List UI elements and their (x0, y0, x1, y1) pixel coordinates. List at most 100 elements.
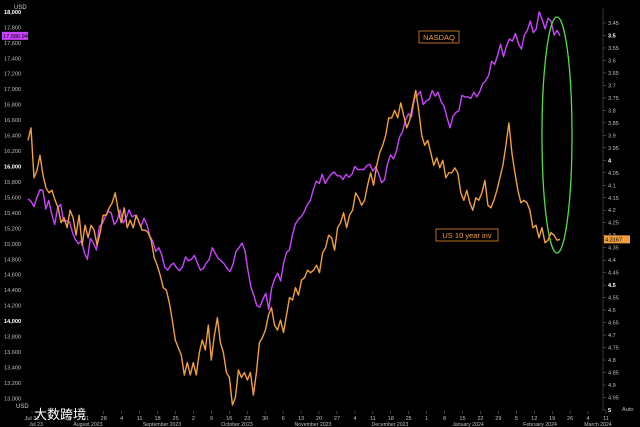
right-tick-3: 3.6 (608, 58, 616, 64)
right-tick-16: 4.25 (608, 221, 619, 227)
left-tick-6: 16,800 (4, 103, 21, 109)
x-month-3: October 2023 (221, 422, 253, 427)
right-tick-22: 4.55 (608, 296, 619, 302)
watermark: USD 大数跨境 (16, 404, 86, 423)
x-tick-9: 2 (192, 416, 195, 422)
nasdaq-annotation-box (418, 30, 460, 44)
left-tick-10: 16,000 (4, 164, 21, 170)
right-tick-21: 4.5 (608, 283, 616, 289)
x-month-4: November 2023 (295, 422, 332, 427)
watermark-small-text: USD (16, 404, 29, 410)
right-tick-15: 4.2 (608, 208, 616, 214)
left-tick-9: 16,200 (4, 149, 21, 155)
x-tick-20: 18 (388, 416, 394, 422)
x-tick-31: 4 (587, 416, 590, 422)
right-tick-0: 3.45 (608, 21, 619, 27)
x-tick-0: Jul 31 (25, 416, 40, 422)
x-tick-8: 25 (172, 416, 178, 422)
left-tick-4: 17,200 (4, 72, 21, 78)
x-tick-30: 26 (567, 416, 573, 422)
left-tick-24: 13,200 (4, 381, 21, 387)
right-tick-20: 4.45 (608, 271, 619, 277)
x-tick-6: 11 (137, 416, 143, 422)
x-axis: Jul 31 7 14 21 28 4 11 18 25 2 9 16 23 30 6 13 20 27 4 11 18… (25, 407, 634, 427)
right-tick-7: 3.8 (608, 108, 616, 114)
x-tick-4: 28 (101, 416, 107, 422)
last-value-label-0: 17,686.946 (3, 34, 31, 40)
left-tick-8: 16,400 (4, 134, 21, 140)
left-tick-20: 14,000 (4, 319, 21, 325)
left-tick-2: 17,600 (4, 41, 21, 47)
x-tick-25: 22 (477, 416, 483, 422)
right-tick-25: 4.7 (608, 333, 616, 339)
right-tick-19: 4.4 (608, 258, 616, 264)
x-month-8: March 2024 (584, 422, 612, 427)
x-tick-29: 19 (549, 416, 555, 422)
x-tick-17: 27 (334, 416, 340, 422)
x-tick-16: 20 (316, 416, 322, 422)
left-tick-1: 17,800 (4, 25, 21, 31)
left-tick-17: 14,600 (4, 273, 21, 279)
left-tick-19: 14,200 (4, 304, 21, 310)
right-tick-5: 3.7 (608, 83, 616, 89)
left-tick-5: 17,000 (4, 87, 21, 93)
annotations: NASDAQ US 10 year inv (418, 16, 573, 254)
right-tick-27: 4.8 (608, 358, 616, 364)
left-tick-3: 17,400 (4, 56, 21, 62)
series-line-0 (27, 11, 561, 311)
highlight-ellipse (541, 16, 573, 254)
x-tick-22: 1 (425, 416, 428, 422)
right-tick-10: 3.95 (608, 146, 619, 152)
watermark-text: 大数跨境 (34, 408, 86, 423)
x-tick-11: 16 (226, 416, 232, 422)
left-tick-12: 15,600 (4, 195, 21, 201)
left-tick-25: 13,000 (4, 396, 21, 402)
right-tick-24: 4.65 (608, 321, 619, 327)
x-month-0: Jul 23 (29, 422, 43, 427)
x-tick-15: 13 (298, 416, 304, 422)
last-value-tag-1 (604, 235, 630, 244)
us10y-annotation-label: US 10 year inv (442, 231, 491, 240)
x-tick-12: 23 (244, 416, 250, 422)
x-tick-1: 7 (48, 416, 51, 422)
left-tick-11: 15,800 (4, 180, 21, 186)
right-axis: 3.45 3.5 3.55 3.6 3.65 3.7 3.75 3.8 3.85 3.9 3.95 4… (602, 8, 619, 414)
x-tick-19: 11 (370, 416, 376, 422)
left-tick-14: 15,200 (4, 226, 21, 232)
x-month-2: September 2023 (143, 422, 181, 427)
left-axis-unit: USD (14, 5, 27, 11)
left-tick-0: 18,000 (4, 10, 21, 16)
x-month-5: December 2023 (372, 422, 409, 427)
x-tick-24: 15 (459, 416, 465, 422)
right-tick-30: 4.95 (608, 396, 619, 402)
x-tick-10: 9 (210, 416, 213, 422)
right-tick-11: 4 (608, 158, 612, 164)
x-tick-26: 29 (495, 416, 501, 422)
right-tick-13: 4.1 (608, 183, 616, 189)
right-tick-31: 5 (608, 408, 611, 414)
right-tick-9: 3.9 (608, 133, 616, 139)
x-tick-3: 21 (83, 416, 89, 422)
left-tick-22: 13,600 (4, 350, 21, 356)
us10y-annotation-box (435, 228, 499, 242)
left-tick-15: 15,000 (4, 242, 21, 248)
left-tick-18: 14,400 (4, 288, 21, 294)
x-month-6: January 2024 (452, 422, 484, 427)
right-tick-18: 4.35 (608, 246, 619, 252)
right-tick-6: 3.75 (608, 96, 619, 102)
nasdaq-annotation-label: NASDAQ (423, 33, 455, 42)
last-value-label-1: 4.3167 (605, 237, 622, 243)
series-lines: 17,686.946 4.3167 (2, 11, 630, 406)
right-tick-23: 4.6 (608, 308, 616, 314)
left-tick-23: 13,400 (4, 365, 21, 371)
x-tick-13: 30 (262, 416, 268, 422)
right-tick-26: 4.75 (608, 346, 619, 352)
x-month-1: August 2023 (73, 422, 102, 427)
x-tick-23: 8 (443, 416, 446, 422)
x-tick-14: 6 (282, 416, 285, 422)
left-tick-16: 14,800 (4, 257, 21, 263)
right-tick-1: 3.5 (608, 33, 616, 39)
